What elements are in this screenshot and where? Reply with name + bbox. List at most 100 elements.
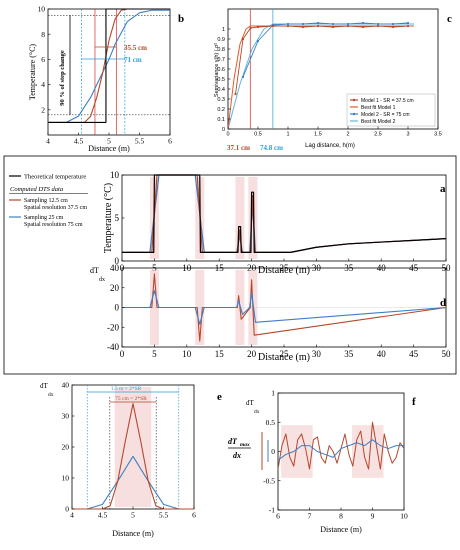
x-tick-label: 4.5 — [74, 137, 84, 146]
series-sampling-25cm — [72, 455, 194, 510]
panel-f-xlabel: Distance (m) — [320, 525, 362, 534]
y-tick-label: 2 — [41, 105, 45, 114]
x-tick-label: 2 — [346, 132, 349, 138]
series-model2 — [242, 22, 409, 78]
panel-f-shading — [281, 425, 384, 478]
panel-a-letter: a — [440, 183, 446, 195]
panel-f-annot-num: dT — [228, 437, 238, 446]
y-tick-label: -1 — [269, 506, 275, 515]
series-sampling-12.5cm — [48, 8, 170, 123]
legend-sampling2-line2: Spatial resolution 75 cm — [24, 222, 83, 228]
x-tick-label: 3 — [406, 132, 409, 138]
series-model2-point — [241, 75, 245, 79]
panel-e-ylabel-den: dx — [48, 392, 54, 398]
panel-d-xlabel: Distance (m) — [258, 352, 310, 363]
y-tick-label: 0.1 — [217, 117, 225, 123]
x-tick-label: 35 — [344, 349, 354, 359]
panel-c: 0 0.5 1 1.5 2 2.5 3 3.5 0 0.1 0.2 0.3 0.4 0.5 0.6 0.7 0.… — [214, 8, 452, 152]
x-tick-label: 0.5 — [254, 132, 262, 138]
panel-f-ticks: 6 7 8 9 10 -1 -0.5 0 0.5 1 — [263, 389, 408, 521]
highlight-band — [114, 387, 152, 507]
series-model1-point — [234, 92, 237, 96]
y-tick-label: 1 — [271, 389, 275, 398]
legend-marker-model2 — [352, 112, 356, 116]
panel-d: 0 5 10 15 20 25 30 35 40 45 50 -40 -20 0 20 40 d Distan… — [90, 263, 451, 363]
y-tick-label: 10 — [38, 5, 46, 14]
y-tick-label: 1 — [222, 27, 225, 33]
panel-f: 6 7 8 9 10 -1 -0.5 0 0.5 1 f Distance (m) dT dx d… — [228, 389, 416, 534]
series-model1-point — [346, 24, 350, 28]
legend-dts-header: Computed DTS data — [10, 186, 63, 193]
y-tick-label: 0.9 — [217, 37, 225, 43]
x-tick-label: 9 — [371, 512, 375, 521]
y-tick-label: 8 — [41, 30, 45, 39]
y-tick-label: 6 — [41, 55, 45, 64]
series-model1-point — [406, 24, 410, 28]
panel-f-annot-den: dx — [233, 451, 241, 460]
y-tick-label: 0 — [271, 447, 275, 456]
series-model1-point — [241, 37, 245, 41]
x-tick-label: 20 — [247, 349, 257, 359]
panel-c-legend: Model 1 - SR = 37.5 cm Best fit Model 1 … — [346, 93, 436, 127]
panel-e-letter: e — [217, 391, 222, 403]
series-model2-point — [376, 22, 380, 26]
series-model2-point — [406, 21, 410, 25]
panel-a-series — [122, 174, 447, 253]
y-tick-label: 4 — [41, 80, 45, 89]
series-model2-point — [301, 22, 305, 26]
series-model1-point — [331, 25, 335, 29]
series-model1-point — [391, 25, 395, 29]
y-tick-label: 0.5 — [217, 77, 225, 83]
legend-bestfit1: Best fit Model 1 — [361, 105, 396, 111]
panel-a-ylabel: Temperature (°C) — [103, 183, 114, 253]
x-tick-label: 5 — [131, 511, 135, 520]
panel-f-series — [277, 421, 405, 470]
series-model2-point — [256, 39, 260, 43]
panels-ad-frame — [3, 155, 457, 375]
panel-d-letter: d — [440, 297, 446, 309]
series-model1-point — [286, 24, 290, 28]
x-tick-label: 1 — [286, 132, 289, 138]
series-model2-point — [331, 22, 335, 26]
legend-model1: Model 1 - SR = 37.5 cm — [361, 98, 414, 104]
highlight-band — [281, 425, 313, 478]
panel-b-xlabel: Distance (m) — [88, 144, 130, 153]
legend-bestfit2: Best fit Model 2 — [361, 119, 396, 125]
series-theoretical — [48, 8, 170, 123]
x-tick-label: 0 — [226, 132, 229, 138]
series-model1-point — [316, 24, 320, 28]
x-tick-label: 40 — [377, 349, 387, 359]
legend-marker-model1 — [352, 98, 356, 102]
x-tick-label: 5 — [152, 349, 157, 359]
panel-c-ticks: 0 0.5 1 1.5 2 2.5 3 3.5 0 0.1 0.2 0.3 0.4 0.5 0.6 0.7 0.… — [217, 27, 441, 138]
y-tick-label: 40 — [62, 381, 70, 390]
panel-e-shading — [114, 387, 152, 507]
panel-d-series — [122, 273, 447, 342]
x-tick-label: 7 — [308, 512, 312, 521]
panel-b-letter: b — [178, 13, 184, 25]
panel-a-legend: Theoretical temperature Computed DTS dat… — [9, 174, 88, 228]
legend-sampling2-line1: Sampling 25 cm — [24, 215, 64, 221]
series-model2-point — [346, 22, 350, 26]
y-tick-label: 20 — [62, 443, 70, 452]
panel-c-red-annotation: 37.1 cm — [227, 144, 250, 152]
panel-b-series — [48, 8, 170, 123]
panel-b-guides — [48, 9, 170, 135]
panel-b-ylabel: Temperature (°C) — [28, 44, 37, 101]
y-tick-label: 0 — [65, 505, 69, 514]
x-tick-label: 25 — [280, 349, 290, 359]
y-tick-label: 30 — [62, 412, 70, 421]
y-tick-label: -20 — [107, 322, 119, 332]
x-tick-label: 30 — [312, 349, 322, 359]
panel-b-red-annotation: 35.5 cm — [124, 44, 147, 52]
panel-e-arrows — [87, 391, 179, 403]
y-tick-label: 0 — [115, 256, 120, 266]
y-tick-label: -40 — [107, 342, 119, 352]
panel-b-step-annotation: 90 % of step change — [59, 50, 66, 106]
series-model1-point — [301, 25, 305, 29]
series-sampling-12.5cm — [72, 403, 194, 510]
panel-e-inner-annotation: 75 cm = 2*SR — [115, 396, 147, 402]
series-model2-point — [286, 22, 290, 26]
